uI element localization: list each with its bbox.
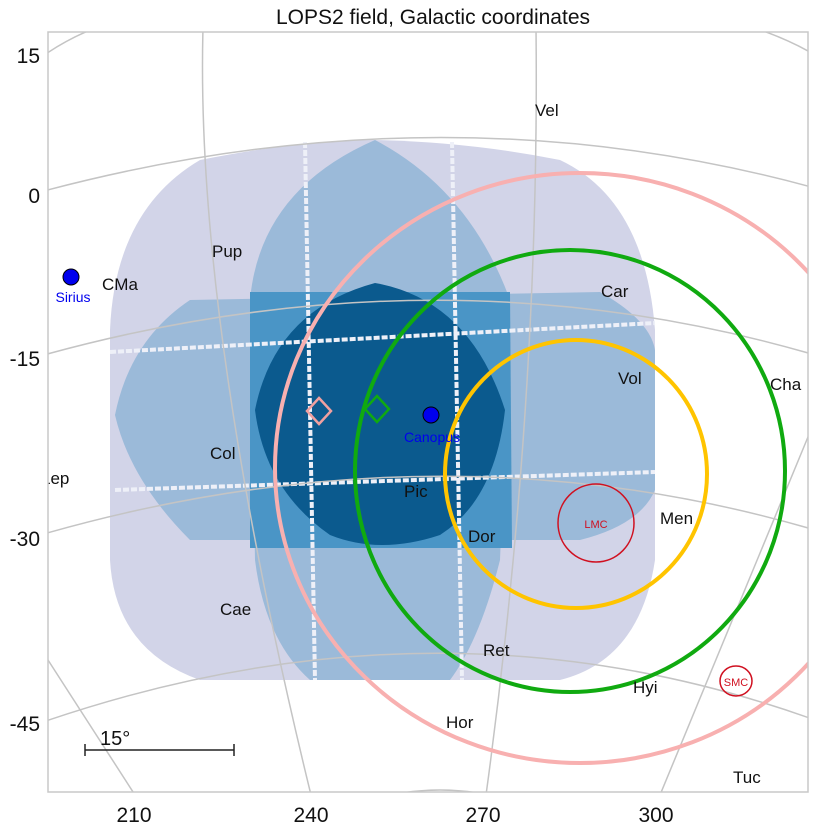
- constellation-label: Hyi: [633, 678, 658, 697]
- constellation-label: CMa: [102, 275, 138, 294]
- constellation-label: Pic: [404, 482, 428, 501]
- chip-gaps: [109, 141, 656, 681]
- constellation-label: Lep: [41, 469, 69, 488]
- sirius-label: Sirius: [55, 289, 90, 305]
- constellation-label: Cha: [770, 375, 802, 394]
- constellation-label: Hor: [446, 713, 474, 732]
- green-circle: [353, 248, 787, 694]
- constellation-label: Tuc: [733, 768, 761, 787]
- constellation-label: Vol: [618, 369, 642, 388]
- constellation-label: Men: [660, 509, 693, 528]
- green-diamond-marker: [363, 394, 391, 424]
- constellation-label: Pup: [212, 242, 242, 261]
- constellation-label: Vel: [535, 101, 559, 120]
- chart-title: LOPS2 field, Galactic coordinates: [276, 6, 590, 29]
- x-tick-labels: 210 240 270 300: [116, 804, 673, 827]
- x-tick-label: 210: [116, 804, 151, 827]
- smc-circle: [719, 665, 753, 697]
- x-tick-label: 270: [465, 804, 500, 827]
- constellation-labels: Vel Pup CMa Car Vol Cha Col Lep Pic Dor …: [41, 101, 802, 787]
- smc-label: SMC: [724, 677, 749, 689]
- yellow-circle: [443, 338, 709, 610]
- constellation-label: Cae: [220, 600, 251, 619]
- lmc-circle: [557, 483, 635, 563]
- y-tick-label: -45: [10, 713, 40, 736]
- y-tick-label: 15: [17, 45, 40, 68]
- constellation-label: Car: [601, 282, 629, 301]
- y-tick-label: -30: [10, 528, 40, 551]
- sirius-marker: [62, 268, 80, 286]
- lmc-label: LMC: [584, 519, 607, 531]
- scale-bar-label: 15°: [100, 728, 130, 750]
- y-tick-label: 0: [28, 185, 40, 208]
- constellation-label: Col: [210, 444, 236, 463]
- canopus-marker: [422, 406, 440, 424]
- coverage-highest: [255, 283, 505, 545]
- outer-pink-circle: [273, 171, 808, 765]
- y-tick-label: -15: [10, 348, 40, 371]
- constellation-label: Dor: [468, 527, 496, 546]
- scale-bar: [84, 744, 235, 756]
- pink-diamond-marker: [305, 396, 333, 426]
- x-tick-label: 240: [293, 804, 328, 827]
- canopus-label: Canopus: [404, 429, 460, 445]
- y-tick-labels: 15 0 -15 -30 -45: [10, 45, 40, 736]
- constellation-label: Ret: [483, 641, 510, 660]
- plot-frame: [47, 31, 809, 793]
- x-tick-label: 300: [638, 804, 673, 827]
